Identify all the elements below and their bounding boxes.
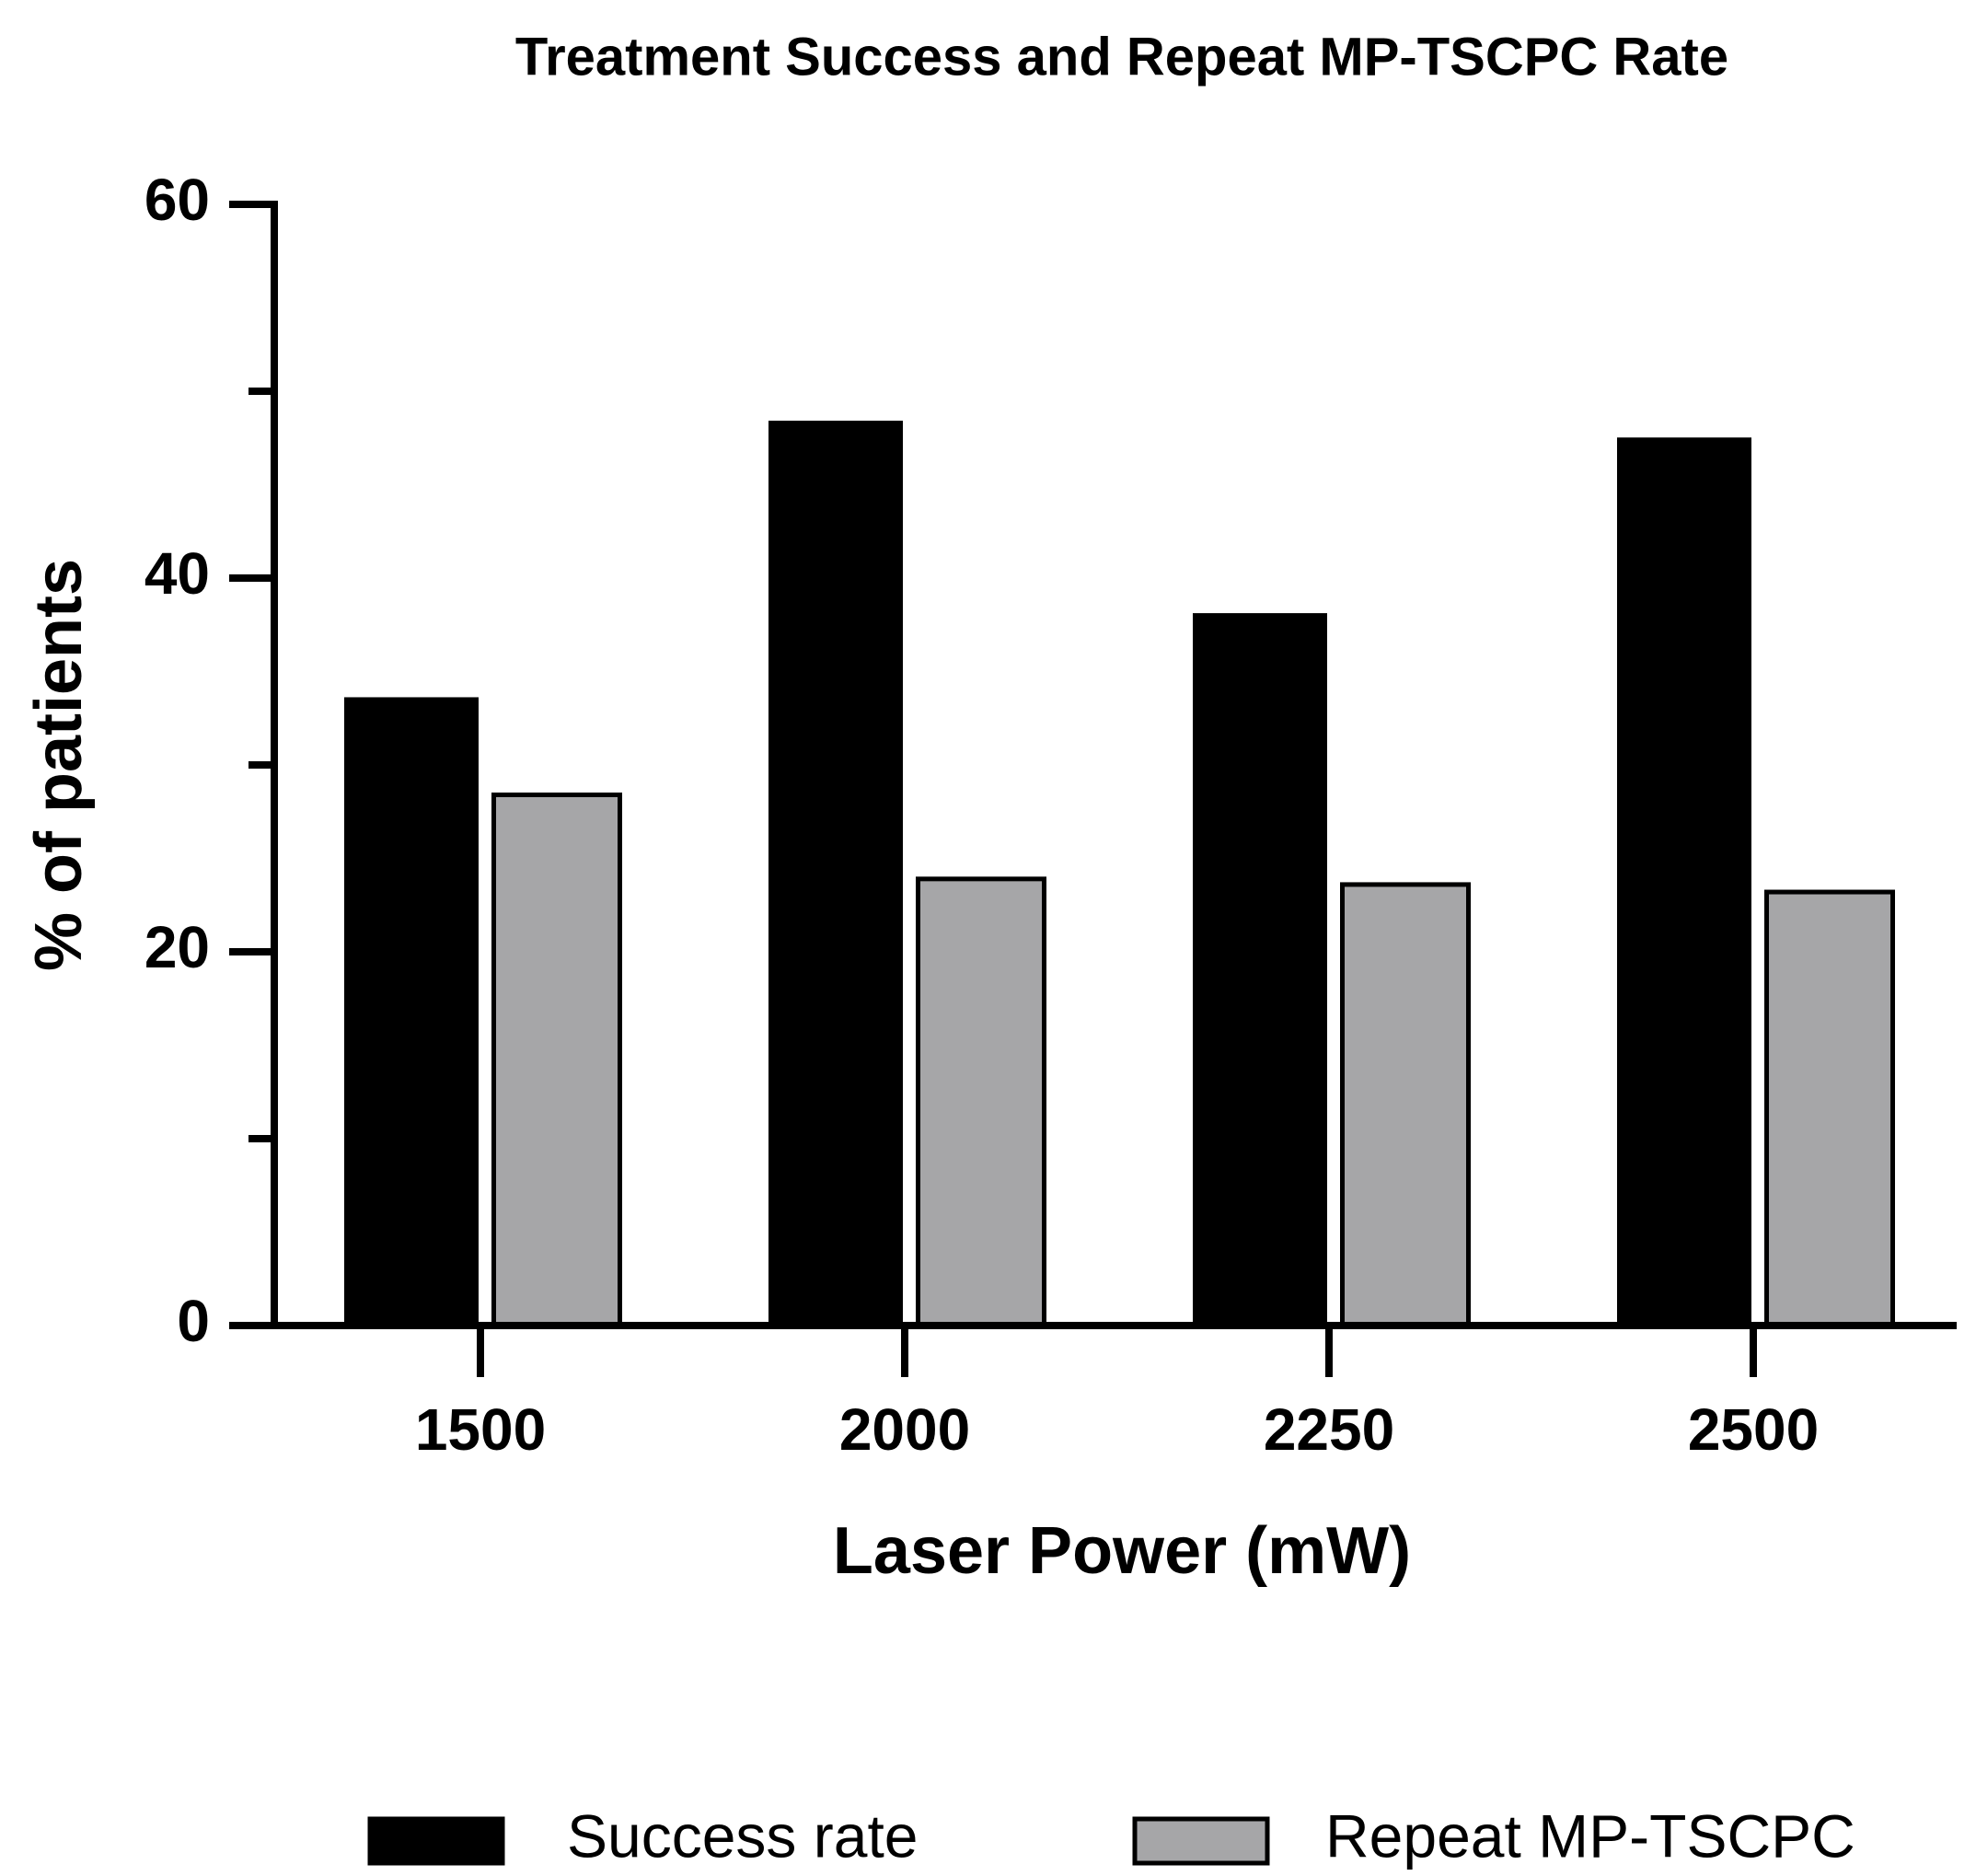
y-tick-label: 20 xyxy=(144,914,210,980)
bar xyxy=(344,697,479,1328)
x-tick-label: 2250 xyxy=(1264,1396,1394,1463)
chart-title: Treatment Success and Repeat MP-TSCPC Ra… xyxy=(515,27,1728,87)
x-axis-label: Laser Power (mW) xyxy=(833,1514,1411,1588)
legend-label: Repeat MP-TSCPC xyxy=(1325,1801,1855,1870)
y-tick-label: 60 xyxy=(144,167,210,233)
x-tick-label: 2000 xyxy=(839,1396,970,1463)
y-tick-label: 0 xyxy=(177,1288,210,1354)
bar xyxy=(1764,889,1895,1328)
x-tick-label: 2500 xyxy=(1688,1396,1819,1463)
legend-swatch xyxy=(1132,1816,1270,1866)
bar xyxy=(1193,613,1327,1328)
x-tick-label: 1500 xyxy=(415,1396,546,1463)
bar xyxy=(916,876,1046,1328)
bar xyxy=(768,421,903,1328)
bar xyxy=(1340,882,1471,1328)
bar xyxy=(1617,437,1751,1328)
legend-label: Success rate xyxy=(567,1801,919,1870)
bar xyxy=(491,792,622,1328)
y-axis-label: % of patients xyxy=(22,559,96,971)
legend-swatch xyxy=(367,1816,505,1866)
y-tick-label: 40 xyxy=(144,540,210,607)
